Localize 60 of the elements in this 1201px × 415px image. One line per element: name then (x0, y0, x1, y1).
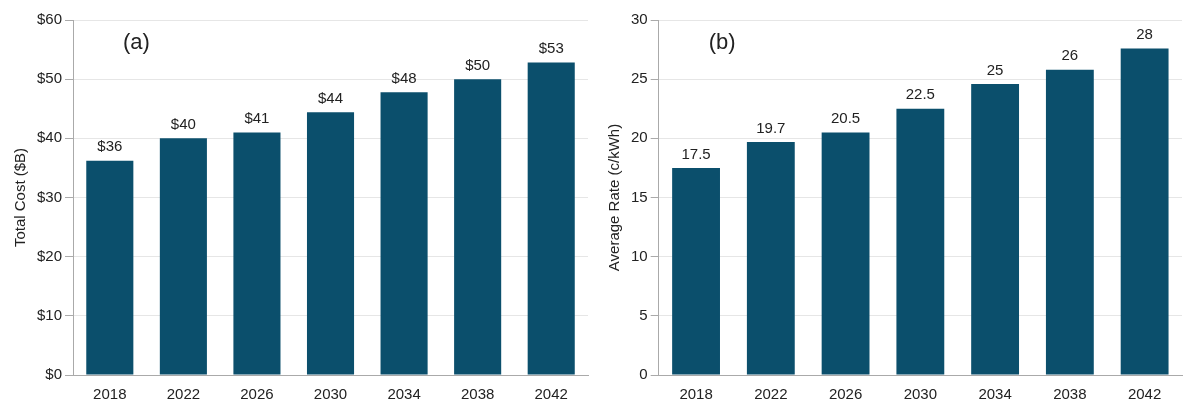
y-axis-title: Average Rate (c/kWh) (605, 123, 623, 272)
data-label: 19.7 (756, 118, 786, 136)
x-tick-label: 2038 (460, 385, 495, 403)
data-label: 26 (1061, 46, 1079, 64)
data-label: 22.5 (905, 85, 935, 103)
y-tick-label: 15 (631, 187, 648, 205)
y-tick-label: 30 (631, 10, 648, 28)
bar (1120, 48, 1169, 375)
y-tick-label: $30 (37, 187, 63, 205)
x-tick-label: 2022 (754, 385, 788, 403)
y-tick-label: 25 (631, 69, 648, 87)
bar (746, 141, 795, 375)
data-label: 28 (1136, 25, 1153, 43)
annotation: (b) (708, 29, 736, 55)
data-label: 25 (986, 60, 1004, 78)
y-tick-label: $40 (37, 128, 63, 146)
bar (672, 167, 720, 375)
x-tick-label: 2034 (387, 385, 421, 403)
bar (380, 92, 428, 375)
y-tick-label: 0 (639, 365, 648, 383)
annotation: (a) (123, 29, 150, 55)
bar (233, 132, 281, 375)
bar (1045, 69, 1094, 375)
data-label: $53 (538, 39, 564, 57)
x-tick-label: 2034 (978, 385, 1012, 403)
data-label: 17.5 (681, 144, 711, 162)
bar (896, 108, 945, 375)
y-tick-label: $20 (37, 246, 63, 264)
data-label: 20.5 (830, 109, 861, 127)
data-label: $40 (170, 114, 196, 132)
bar (454, 79, 502, 375)
x-tick-label: 2026 (828, 385, 863, 403)
bar (306, 112, 355, 375)
data-label: $36 (97, 137, 123, 155)
data-label: $48 (391, 68, 417, 86)
y-tick-label: $50 (37, 69, 63, 87)
data-label: $41 (244, 109, 270, 127)
x-tick-label: 2018 (93, 385, 127, 403)
bar (86, 160, 134, 375)
y-tick-label: $0 (45, 365, 63, 383)
y-tick-label: 5 (639, 305, 648, 323)
y-tick-label: 10 (631, 246, 648, 264)
x-tick-label: 2018 (679, 385, 713, 403)
bar (821, 132, 870, 375)
y-tick-label: $10 (37, 305, 63, 323)
x-tick-label: 2042 (534, 385, 568, 403)
x-tick-label: 2022 (166, 385, 201, 403)
data-label: $44 (318, 88, 344, 106)
y-tick-label: $60 (37, 10, 63, 28)
data-label: $50 (465, 55, 491, 73)
x-tick-label: 2042 (1127, 385, 1162, 403)
bar (527, 62, 575, 375)
x-tick-label: 2026 (240, 385, 274, 403)
bar (971, 83, 1020, 375)
y-axis-title: Total Cost ($B) (11, 147, 29, 248)
y-tick-label: 20 (631, 128, 648, 146)
x-tick-label: 2038 (1053, 385, 1087, 403)
x-tick-label: 2030 (903, 385, 938, 403)
x-tick-label: 2030 (313, 385, 348, 403)
bar (159, 138, 207, 375)
